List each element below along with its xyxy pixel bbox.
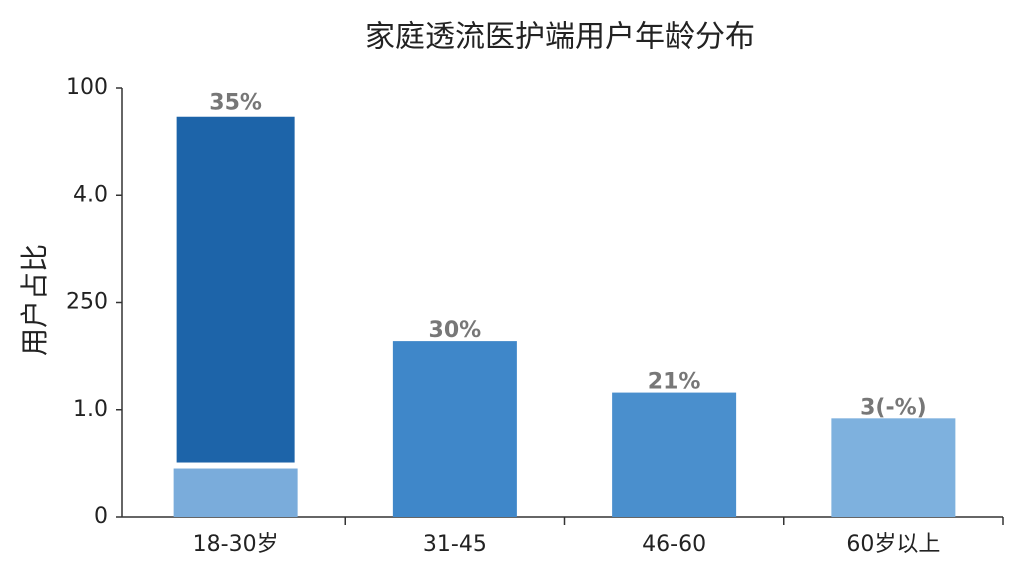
data-label: 3(-%) xyxy=(860,395,927,420)
x-tick-label: 18-30岁 xyxy=(193,532,279,557)
y-tick-label: 1.0 xyxy=(73,397,108,422)
y-tick-label: 0 xyxy=(94,504,108,529)
data-label: 21% xyxy=(648,370,701,395)
bar xyxy=(612,392,737,517)
x-tick-label: 31-45 xyxy=(423,532,487,557)
y-tick-label: 100 xyxy=(66,75,108,100)
bar xyxy=(392,341,517,517)
y-tick-label: 250 xyxy=(66,290,108,315)
data-label: 30% xyxy=(429,318,482,343)
bar xyxy=(170,110,301,469)
x-tick-label: 46-60 xyxy=(642,532,706,557)
y-axis-label: 用户占比 xyxy=(18,244,51,356)
chart-title: 家庭透流医护端用户年龄分布 xyxy=(365,20,755,55)
x-tick-label: 60岁以上 xyxy=(846,532,940,557)
data-label: 35% xyxy=(209,91,262,116)
bar xyxy=(831,418,956,517)
y-tick-label: 4.0 xyxy=(73,182,108,207)
bar xyxy=(173,465,298,517)
